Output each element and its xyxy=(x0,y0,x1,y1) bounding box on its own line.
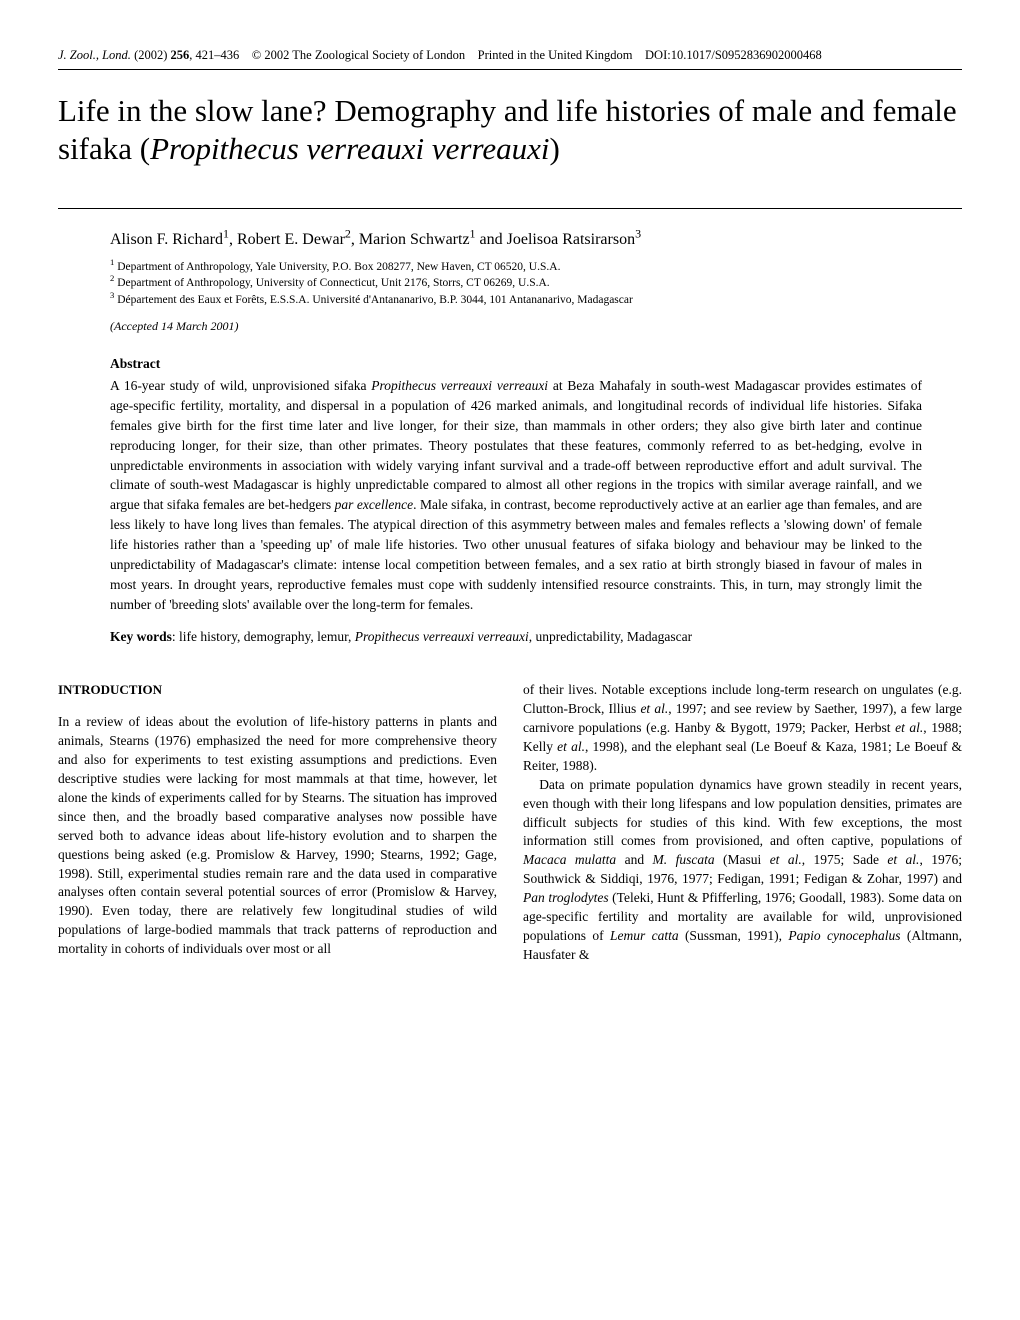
r2-etal-1: et al. xyxy=(770,852,802,867)
r2-a: Data on primate population dynamics have… xyxy=(523,777,962,849)
intro-left-p1: In a review of ideas about the evolution… xyxy=(58,713,497,959)
affiliation-3: 3 Département des Eaux et Forêts, E.S.S.… xyxy=(110,292,922,309)
abs-seg-b: at Beza Mahafaly in south-west Madagasca… xyxy=(110,378,922,513)
author-4: and Joelisoa Ratsirarson xyxy=(476,231,636,248)
keywords-line: Key words: life history, demography, lem… xyxy=(110,629,922,645)
r2-g: (Sussman, 1991), xyxy=(679,928,789,943)
r2-lemur: Lemur catta xyxy=(610,928,679,943)
intro-right-p2: Data on primate population dynamics have… xyxy=(523,776,962,965)
keywords-post: , unpredictability, Madagascar xyxy=(529,629,692,644)
introduction-heading: INTRODUCTION xyxy=(58,681,497,699)
r1-etal-1: et al. xyxy=(640,701,668,716)
affil-1-text: Department of Anthropology, Yale Univers… xyxy=(114,261,560,273)
intro-right-p1: of their lives. Notable exceptions inclu… xyxy=(523,681,962,775)
header-volume: 256 xyxy=(171,48,190,62)
affil-3-text: Département des Eaux et Forêts, E.S.S.A.… xyxy=(114,294,633,306)
header-copyright: © 2002 The Zoological Society of London xyxy=(252,48,465,62)
abstract-body: A 16-year study of wild, unprovisioned s… xyxy=(110,376,922,616)
r2-fuscata: M. fuscata xyxy=(653,852,715,867)
title-species: Propithecus verreauxi verreauxi xyxy=(150,131,549,166)
r1-etal-2: et al. xyxy=(895,720,923,735)
title-part2: ) xyxy=(550,131,560,166)
affiliation-1: 1 Department of Anthropology, Yale Unive… xyxy=(110,259,922,276)
page: J. Zool., Lond. (2002) 256, 421–436 © 20… xyxy=(0,0,1020,1005)
title-rule xyxy=(58,208,962,209)
abs-par-excellence: par excellence xyxy=(335,497,413,512)
header-doi: DOI:10.1017/S0952836902000468 xyxy=(645,48,822,62)
right-column: of their lives. Notable exceptions inclu… xyxy=(523,681,962,964)
abstract-heading: Abstract xyxy=(110,356,922,372)
header-year: (2002) xyxy=(134,48,167,62)
accepted-date: (Accepted 14 March 2001) xyxy=(110,319,922,334)
author-2: , Robert E. Dewar xyxy=(229,231,345,248)
r2-pan: Pan troglodytes xyxy=(523,890,609,905)
body-columns: INTRODUCTION In a review of ideas about … xyxy=(58,681,962,964)
affiliation-2: 2 Department of Anthropology, University… xyxy=(110,275,922,292)
article-title: Life in the slow lane? Demography and li… xyxy=(58,92,962,168)
r1-etal-3: et al. xyxy=(557,739,585,754)
keywords-pre: : life history, demography, lemur, xyxy=(172,629,355,644)
author-1: Alison F. Richard xyxy=(110,231,223,248)
author-3: , Marion Schwartz xyxy=(351,231,470,248)
left-column: INTRODUCTION In a review of ideas about … xyxy=(58,681,497,964)
r2-c: (Masui xyxy=(715,852,770,867)
r2-papio: Papio cynocephalus xyxy=(788,928,900,943)
header-pages: , 421–436 xyxy=(189,48,239,62)
r2-macaca: Macaca mulatta xyxy=(523,852,616,867)
running-header: J. Zool., Lond. (2002) 256, 421–436 © 20… xyxy=(58,48,962,70)
r1-d: , 1998), and the elephant seal (Le Boeuf… xyxy=(523,739,962,773)
r2-d: , 1975; Sade xyxy=(802,852,888,867)
keywords-label: Key words xyxy=(110,629,172,644)
abs-seg-c: . Male sifaka, in contrast, become repro… xyxy=(110,497,922,612)
abstract-block: Abstract A 16-year study of wild, unprov… xyxy=(110,356,922,646)
header-printed: Printed in the United Kingdom xyxy=(478,48,633,62)
keywords-species: Propithecus verreauxi verreauxi xyxy=(355,629,529,644)
r2-etal-2: et al. xyxy=(887,852,919,867)
abs-seg-a: A 16-year study of wild, unprovisioned s… xyxy=(110,378,371,393)
author-4-sup: 3 xyxy=(635,226,641,240)
affil-2-text: Department of Anthropology, University o… xyxy=(114,277,549,289)
abs-species: Propithecus verreauxi verreauxi xyxy=(371,378,548,393)
journal-abbrev: J. Zool., Lond. xyxy=(58,48,131,62)
r2-b: and xyxy=(616,852,652,867)
authors-block: Alison F. Richard1, Robert E. Dewar2, Ma… xyxy=(110,231,922,334)
author-line: Alison F. Richard1, Robert E. Dewar2, Ma… xyxy=(110,231,922,249)
